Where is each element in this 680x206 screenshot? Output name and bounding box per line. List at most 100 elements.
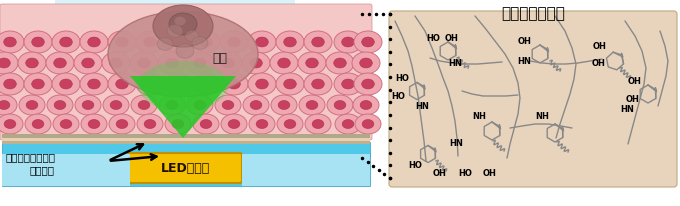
Ellipse shape — [130, 52, 158, 74]
Ellipse shape — [88, 119, 100, 129]
Ellipse shape — [193, 114, 219, 134]
Ellipse shape — [32, 37, 44, 47]
Ellipse shape — [169, 13, 197, 35]
Ellipse shape — [137, 114, 163, 134]
Ellipse shape — [277, 114, 303, 134]
FancyBboxPatch shape — [0, 4, 372, 140]
Ellipse shape — [131, 95, 157, 115]
Ellipse shape — [276, 73, 304, 95]
Ellipse shape — [60, 37, 72, 47]
Ellipse shape — [298, 52, 326, 74]
Text: シリコーンゴム製
ナノ薄膜: シリコーンゴム製 ナノ薄膜 — [5, 152, 55, 176]
Ellipse shape — [334, 31, 362, 53]
Ellipse shape — [108, 73, 136, 95]
Ellipse shape — [221, 114, 247, 134]
Text: HN: HN — [517, 56, 531, 66]
Ellipse shape — [167, 25, 183, 37]
FancyBboxPatch shape — [55, 0, 295, 33]
Ellipse shape — [354, 73, 382, 95]
FancyBboxPatch shape — [242, 154, 370, 186]
Ellipse shape — [326, 52, 354, 74]
Ellipse shape — [3, 37, 16, 47]
Ellipse shape — [271, 95, 297, 115]
Ellipse shape — [0, 58, 10, 68]
Text: OH: OH — [518, 36, 532, 46]
Ellipse shape — [88, 79, 101, 89]
Polygon shape — [130, 76, 236, 138]
Ellipse shape — [0, 101, 10, 110]
FancyBboxPatch shape — [242, 154, 370, 186]
Ellipse shape — [341, 79, 354, 89]
Text: HO: HO — [458, 169, 472, 178]
Ellipse shape — [25, 114, 51, 134]
Ellipse shape — [144, 119, 156, 129]
Ellipse shape — [200, 119, 212, 129]
Ellipse shape — [26, 101, 38, 110]
Ellipse shape — [138, 61, 228, 111]
FancyBboxPatch shape — [2, 142, 370, 156]
Text: LEDチップ: LEDチップ — [160, 162, 209, 174]
Ellipse shape — [136, 73, 164, 95]
Ellipse shape — [0, 31, 24, 53]
Ellipse shape — [80, 31, 108, 53]
Ellipse shape — [192, 37, 208, 49]
Ellipse shape — [82, 58, 95, 68]
Ellipse shape — [164, 31, 192, 53]
Ellipse shape — [166, 58, 178, 68]
FancyBboxPatch shape — [2, 154, 370, 186]
Ellipse shape — [228, 79, 240, 89]
Ellipse shape — [306, 101, 318, 110]
Ellipse shape — [355, 114, 381, 134]
Ellipse shape — [353, 95, 379, 115]
Ellipse shape — [192, 31, 220, 53]
Ellipse shape — [165, 114, 191, 134]
Ellipse shape — [305, 114, 331, 134]
Ellipse shape — [341, 37, 354, 47]
Ellipse shape — [47, 95, 73, 115]
Ellipse shape — [222, 58, 235, 68]
Ellipse shape — [0, 114, 23, 134]
Text: OH: OH — [445, 34, 459, 42]
FancyBboxPatch shape — [2, 154, 130, 186]
Ellipse shape — [164, 73, 192, 95]
Ellipse shape — [137, 58, 150, 68]
Ellipse shape — [174, 16, 186, 26]
Ellipse shape — [138, 101, 150, 110]
Text: 腫瘍: 腫瘍 — [212, 52, 228, 64]
Ellipse shape — [215, 95, 241, 115]
Ellipse shape — [276, 31, 304, 53]
Text: NH: NH — [535, 111, 549, 121]
Ellipse shape — [159, 95, 185, 115]
Ellipse shape — [256, 119, 268, 129]
Ellipse shape — [116, 37, 129, 47]
FancyBboxPatch shape — [2, 141, 370, 144]
Ellipse shape — [256, 37, 269, 47]
Ellipse shape — [18, 52, 46, 74]
Ellipse shape — [172, 119, 184, 129]
Ellipse shape — [228, 37, 240, 47]
Ellipse shape — [110, 101, 122, 110]
Ellipse shape — [311, 37, 324, 47]
Ellipse shape — [3, 79, 16, 89]
Ellipse shape — [277, 58, 290, 68]
Ellipse shape — [4, 119, 16, 129]
Ellipse shape — [354, 31, 382, 53]
Ellipse shape — [171, 37, 184, 47]
Ellipse shape — [32, 79, 44, 89]
Ellipse shape — [143, 79, 156, 89]
Ellipse shape — [299, 95, 325, 115]
Ellipse shape — [304, 73, 332, 95]
Ellipse shape — [108, 31, 136, 53]
Ellipse shape — [158, 52, 186, 74]
Ellipse shape — [242, 52, 270, 74]
Ellipse shape — [46, 52, 74, 74]
Ellipse shape — [143, 37, 156, 47]
Ellipse shape — [192, 73, 220, 95]
Ellipse shape — [109, 58, 122, 68]
Ellipse shape — [75, 95, 101, 115]
Ellipse shape — [52, 73, 80, 95]
Ellipse shape — [311, 79, 324, 89]
Text: OH: OH — [593, 41, 607, 50]
Ellipse shape — [222, 101, 234, 110]
FancyBboxPatch shape — [2, 136, 370, 144]
